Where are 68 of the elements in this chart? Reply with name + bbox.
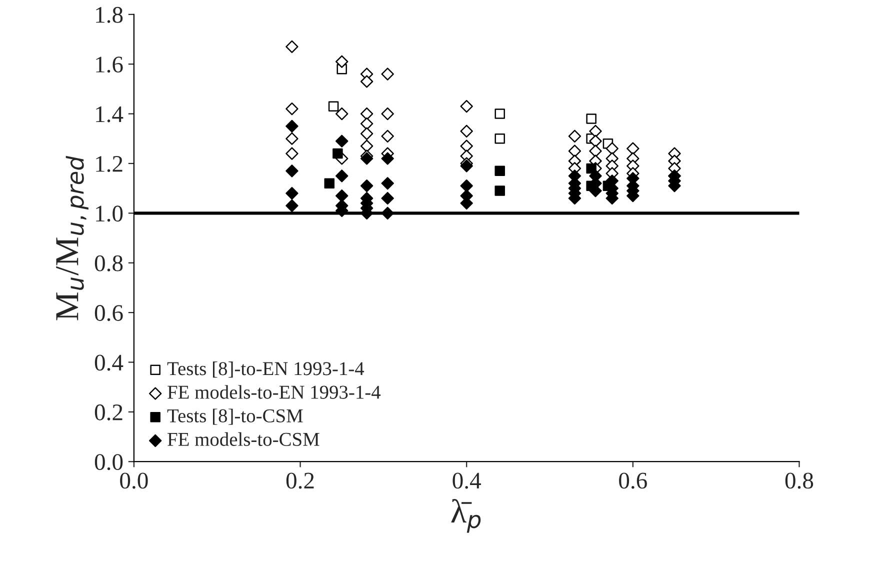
y-axis-title: M$_{u}$/M$_{u,pred}$ (56, 156, 88, 320)
point (626, 142, 640, 155)
point (286, 147, 298, 160)
legend-label: FE models-to-CSM (168, 432, 320, 446)
point (286, 120, 298, 133)
point (589, 124, 602, 138)
point (286, 102, 298, 116)
point (328, 101, 339, 112)
point (360, 75, 374, 88)
point (568, 144, 582, 158)
legend-label: Tests [8]-to-EN 1993-1-4 (167, 362, 364, 378)
point (286, 40, 298, 54)
x-axis-title: λ̄$_{p}$ (451, 498, 481, 533)
point (360, 140, 374, 152)
point (332, 148, 343, 159)
point (360, 179, 374, 192)
x-tick-label: 0.0 (120, 472, 148, 489)
point (460, 140, 473, 152)
point (336, 107, 348, 120)
y-tick-label: 1.4 (96, 106, 124, 122)
point (460, 160, 473, 172)
point (381, 177, 394, 190)
point (568, 130, 582, 143)
point (360, 117, 374, 130)
y-tick-label: 1.0 (96, 206, 123, 222)
x-tick-label: 0.2 (286, 472, 314, 489)
point (460, 124, 473, 138)
point (336, 134, 348, 148)
point (381, 152, 394, 165)
point (360, 152, 374, 165)
point (460, 100, 473, 113)
y-tick-label: 0.4 (94, 354, 124, 371)
legend-label: Tests [8]-to-CSM (167, 408, 303, 425)
point (606, 142, 618, 155)
y-tick-label: 0.2 (94, 404, 122, 420)
point (381, 107, 394, 120)
legend-label: FE models-to-EN 1993-1-4 (168, 385, 381, 399)
y-tick-label: 1.2 (96, 156, 122, 172)
point (586, 114, 596, 124)
point (494, 108, 505, 119)
y-tick-label: 0.0 (94, 454, 123, 470)
point (589, 134, 602, 148)
point (381, 68, 394, 80)
y-tick-label: 0.6 (94, 305, 123, 322)
point (494, 166, 505, 176)
point (336, 55, 348, 68)
point (494, 186, 505, 196)
point (460, 179, 473, 192)
point (360, 127, 374, 140)
x-tick-label: 0.8 (785, 472, 814, 489)
point (381, 130, 394, 143)
point (336, 189, 348, 202)
point (589, 144, 602, 158)
point (494, 134, 505, 144)
point (286, 186, 298, 200)
point (381, 192, 394, 205)
x-tick-label: 0.4 (452, 472, 481, 489)
point (324, 178, 335, 188)
point (336, 170, 348, 182)
point (381, 206, 394, 220)
x-tick-label: 0.6 (619, 472, 647, 489)
point (286, 199, 298, 212)
point (286, 132, 298, 145)
point (360, 107, 374, 120)
y-tick-label: 1.8 (96, 6, 123, 23)
y-tick-label: 0.8 (94, 255, 123, 272)
y-tick-label: 1.6 (96, 56, 123, 73)
point (286, 164, 298, 178)
